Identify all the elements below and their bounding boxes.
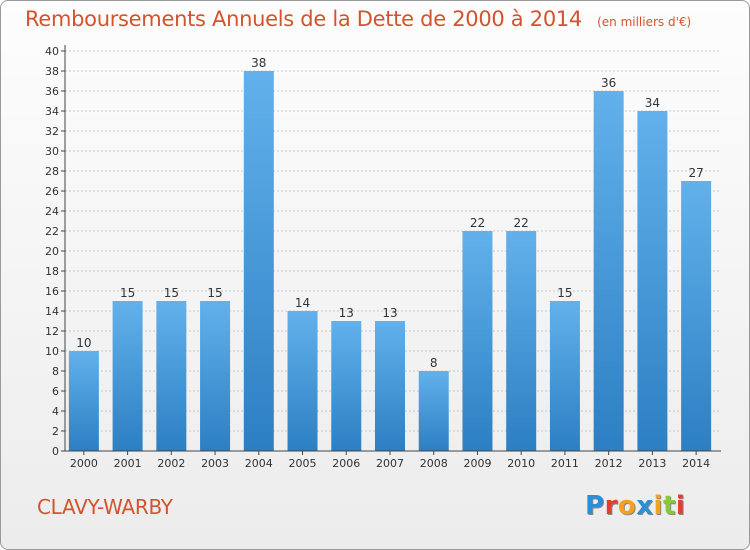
x-tick-label: 2000 — [70, 457, 98, 470]
bar-value-label: 10 — [76, 336, 91, 350]
y-tick-label: 8 — [52, 365, 59, 378]
bar-value-label: 8 — [430, 356, 438, 370]
bar — [68, 351, 99, 451]
chart-title-row: Remboursements Annuels de la Dette de 20… — [25, 7, 691, 31]
y-tick-label: 22 — [45, 225, 59, 238]
x-tick-label: 2011 — [551, 457, 579, 470]
chart-unit-label: (en milliers d'€) — [597, 15, 692, 29]
bar — [549, 301, 580, 451]
x-tick-label: 2009 — [463, 457, 491, 470]
bar — [112, 301, 143, 451]
y-tick-label: 12 — [45, 325, 59, 338]
bar-value-label: 15 — [120, 286, 135, 300]
bar — [506, 231, 537, 451]
x-tick-label: 2003 — [201, 457, 229, 470]
y-tick-label: 30 — [45, 145, 59, 158]
logo-letter: x — [636, 491, 654, 521]
x-tick-label: 2002 — [157, 457, 185, 470]
y-tick-label: 14 — [45, 305, 59, 318]
bar — [462, 231, 493, 451]
y-tick-label: 0 — [52, 445, 59, 458]
logo-letter: P — [585, 491, 605, 521]
x-tick-label: 2006 — [332, 457, 360, 470]
y-tick-label: 34 — [45, 105, 59, 118]
logo-letter: t — [662, 491, 676, 521]
x-tick-label: 2012 — [595, 457, 623, 470]
bar-value-label: 13 — [382, 306, 397, 320]
bar-value-label: 13 — [339, 306, 354, 320]
bar-value-label: 15 — [207, 286, 222, 300]
logo-letter: i — [675, 491, 686, 521]
bar — [287, 311, 318, 451]
bar — [681, 181, 712, 451]
bar — [331, 321, 362, 451]
bar — [637, 111, 668, 451]
y-tick-label: 16 — [45, 285, 59, 298]
logo-letter: i — [653, 491, 663, 521]
commune-name: CLAVY-WARBY — [37, 495, 173, 519]
y-tick-label: 26 — [45, 185, 59, 198]
x-tick-label: 2013 — [638, 457, 666, 470]
bar — [243, 71, 274, 451]
x-tick-label: 2001 — [114, 457, 142, 470]
bar-value-label: 15 — [557, 286, 572, 300]
y-tick-label: 10 — [45, 345, 59, 358]
y-tick-label: 18 — [45, 265, 59, 278]
axes: 0246810121416182022242628303234363840200… — [45, 45, 721, 470]
x-tick-label: 2005 — [289, 457, 317, 470]
y-tick-label: 40 — [45, 45, 59, 58]
bar — [418, 371, 449, 451]
chart-title: Remboursements Annuels de la Dette de 20… — [25, 7, 582, 31]
y-tick-label: 20 — [45, 245, 59, 258]
bar-value-label: 14 — [295, 296, 310, 310]
bar-value-label: 38 — [251, 56, 266, 70]
logo-letter: r — [604, 491, 618, 521]
y-tick-label: 38 — [45, 65, 59, 78]
proxiti-logo: Proxiti — [585, 491, 685, 521]
y-tick-label: 4 — [52, 405, 59, 418]
x-tick-label: 2007 — [376, 457, 404, 470]
bar-value-label: 22 — [514, 216, 529, 230]
y-tick-label: 2 — [52, 425, 59, 438]
bar-value-label: 15 — [164, 286, 179, 300]
bars: 10 15 15 15 38 14 13 13 8 22 22 15 36 34 27 — [68, 56, 712, 451]
x-tick-label: 2008 — [420, 457, 448, 470]
logo-letter: o — [617, 491, 637, 521]
y-tick-label: 36 — [45, 85, 59, 98]
bar-value-label: 34 — [645, 96, 660, 110]
bar-value-label: 36 — [601, 76, 616, 90]
bar — [200, 301, 231, 451]
y-tick-label: 28 — [45, 165, 59, 178]
bar-value-label: 22 — [470, 216, 485, 230]
x-tick-label: 2010 — [507, 457, 535, 470]
bar — [156, 301, 187, 451]
y-tick-label: 32 — [45, 125, 59, 138]
bar — [593, 91, 624, 451]
bar — [375, 321, 405, 451]
y-tick-label: 24 — [45, 205, 59, 218]
x-tick-label: 2004 — [245, 457, 273, 470]
x-tick-label: 2014 — [682, 457, 710, 470]
y-tick-label: 6 — [52, 385, 59, 398]
bar-value-label: 27 — [688, 166, 703, 180]
